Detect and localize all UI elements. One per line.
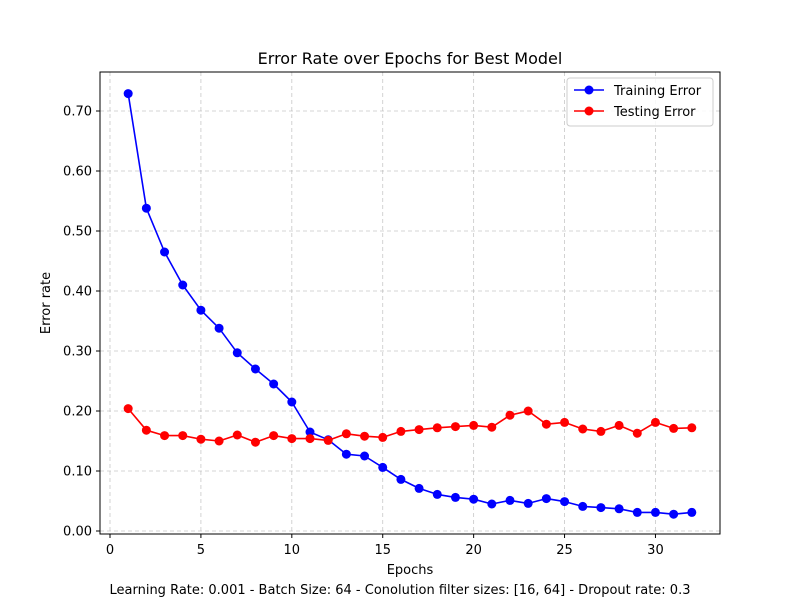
data-point-training-error	[632, 507, 642, 517]
data-point-training-error	[360, 451, 370, 461]
y-tick-label: 0.60	[63, 165, 92, 180]
data-point-training-error	[523, 498, 533, 508]
data-point-testing-error	[614, 420, 624, 430]
data-point-training-error	[578, 501, 588, 511]
x-tick-label: 0	[106, 543, 114, 558]
data-point-training-error	[287, 397, 297, 407]
data-point-training-error	[487, 499, 497, 509]
data-point-testing-error	[469, 420, 479, 430]
plot-area	[99, 71, 721, 535]
x-axis: 0 5 10 15 20 25 30	[106, 534, 664, 558]
y-tick-label: 0.00	[63, 525, 92, 540]
data-point-testing-error	[214, 436, 224, 446]
data-point-testing-error	[178, 431, 188, 441]
data-point-training-error	[178, 280, 188, 290]
data-point-testing-error	[650, 417, 660, 427]
data-point-testing-error	[269, 431, 279, 441]
legend-marker-testing	[584, 106, 594, 116]
data-point-testing-error	[123, 404, 133, 414]
data-point-training-error	[687, 507, 697, 517]
data-point-training-error	[669, 509, 679, 519]
data-point-testing-error	[378, 432, 388, 442]
data-point-testing-error	[141, 425, 151, 435]
data-point-training-error	[414, 483, 424, 493]
data-point-testing-error	[160, 431, 170, 441]
data-point-testing-error	[341, 429, 351, 439]
legend-label-training: Training Error	[613, 84, 702, 99]
data-point-training-error	[432, 489, 442, 499]
data-point-testing-error	[305, 434, 315, 444]
x-tick-label: 5	[197, 543, 205, 558]
y-tick-label: 0.50	[63, 225, 92, 240]
data-point-training-error	[123, 89, 133, 99]
data-point-training-error	[469, 494, 479, 504]
data-point-training-error	[650, 507, 660, 517]
data-point-training-error	[560, 497, 570, 507]
data-point-testing-error	[487, 422, 497, 432]
data-point-testing-error	[287, 434, 297, 444]
data-point-training-error	[378, 462, 388, 472]
x-tick-label: 25	[556, 543, 573, 558]
x-tick-label: 10	[284, 543, 301, 558]
data-point-testing-error	[523, 406, 533, 416]
data-point-testing-error	[450, 422, 460, 432]
legend-label-testing: Testing Error	[613, 105, 696, 120]
data-point-training-error	[396, 474, 406, 484]
chart-title: Error Rate over Epochs for Best Model	[258, 49, 563, 68]
legend-marker-training	[584, 85, 594, 95]
data-point-testing-error	[196, 434, 206, 444]
data-point-testing-error	[578, 424, 588, 434]
x-tick-label: 15	[374, 543, 391, 558]
x-axis-label: Epochs	[387, 563, 434, 578]
series-training-error	[123, 89, 697, 519]
data-point-training-error	[541, 494, 551, 504]
data-point-training-error	[250, 364, 260, 374]
data-point-testing-error	[396, 426, 406, 436]
x-tick-label: 30	[647, 543, 664, 558]
data-point-training-error	[269, 379, 279, 389]
figure-caption: Learning Rate: 0.001 - Batch Size: 64 - …	[110, 583, 691, 598]
data-point-testing-error	[596, 426, 606, 436]
data-point-training-error	[196, 305, 206, 315]
data-point-testing-error	[687, 423, 697, 433]
grid-lines	[100, 72, 720, 534]
data-point-training-error	[214, 323, 224, 333]
data-point-testing-error	[232, 430, 242, 440]
data-point-testing-error	[250, 437, 260, 447]
x-tick-label: 20	[465, 543, 482, 558]
y-tick-label: 0.70	[63, 105, 92, 120]
data-point-testing-error	[505, 410, 515, 420]
data-point-training-error	[141, 203, 151, 213]
y-axis: 0.00 0.10 0.20 0.30 0.40 0.50 0.60 0.70	[63, 105, 100, 540]
data-point-training-error	[160, 247, 170, 257]
data-point-training-error	[450, 492, 460, 502]
data-point-training-error	[505, 495, 515, 505]
legend: Training Error Testing Error	[566, 77, 714, 127]
plot-frame	[99, 71, 721, 535]
data-point-testing-error	[669, 423, 679, 433]
data-point-testing-error	[560, 417, 570, 427]
data-point-testing-error	[432, 423, 442, 433]
y-tick-label: 0.20	[63, 405, 92, 420]
data-point-testing-error	[541, 419, 551, 429]
data-point-testing-error	[323, 435, 333, 445]
data-point-training-error	[614, 504, 624, 514]
series-testing-error	[123, 404, 697, 447]
y-tick-label: 0.10	[63, 465, 92, 480]
data-point-training-error	[305, 427, 315, 437]
series-layer	[123, 89, 697, 519]
data-point-testing-error	[632, 428, 642, 438]
data-point-training-error	[596, 503, 606, 513]
y-tick-label: 0.30	[63, 345, 92, 360]
y-tick-label: 0.40	[63, 285, 92, 300]
data-point-training-error	[341, 449, 351, 459]
data-point-testing-error	[414, 425, 424, 435]
data-point-training-error	[232, 348, 242, 358]
y-axis-label: Error rate	[39, 272, 54, 334]
data-point-testing-error	[360, 431, 370, 441]
